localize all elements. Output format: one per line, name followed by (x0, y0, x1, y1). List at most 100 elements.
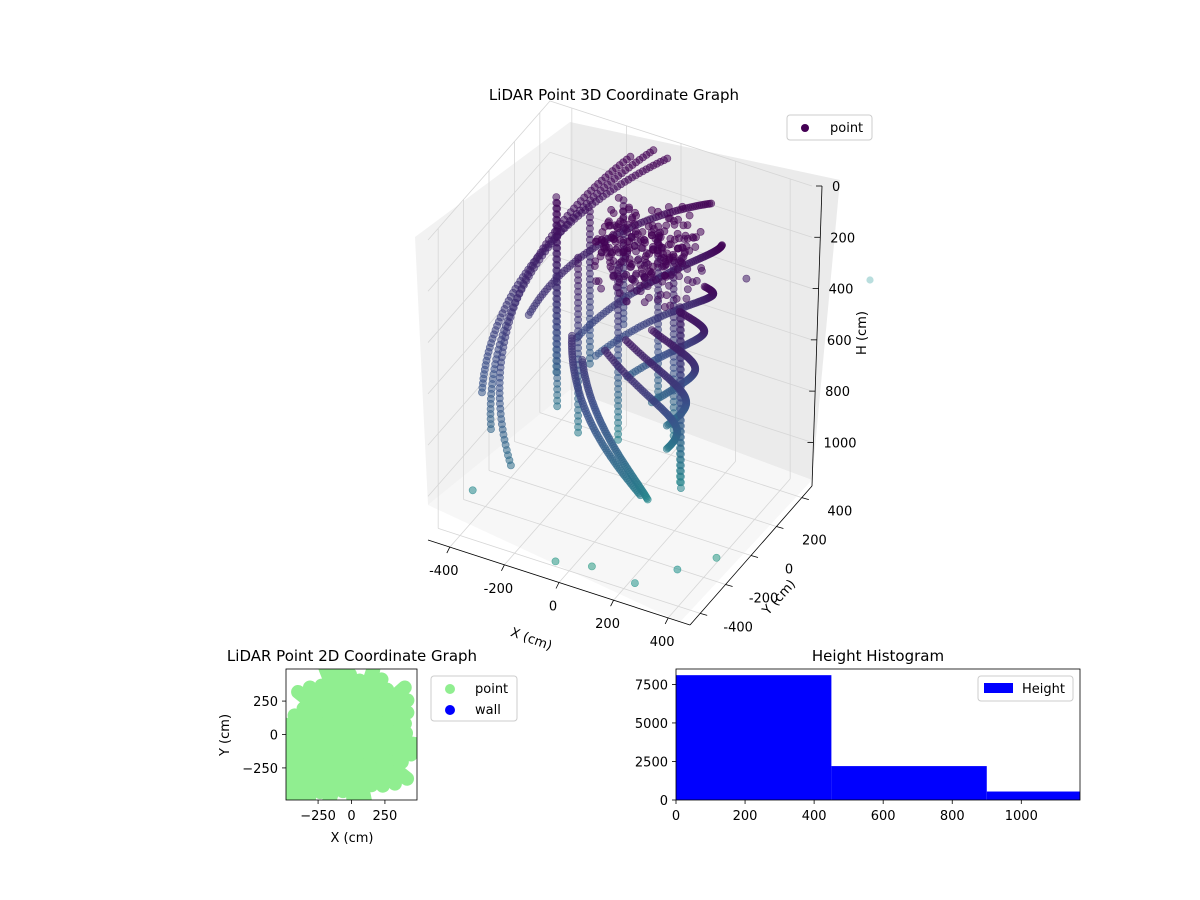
z-axis-label: H (cm) (855, 311, 870, 355)
data-point (617, 257, 626, 266)
hist-y-tick-label: 2500 (635, 755, 668, 770)
z-tick-label: 800 (825, 385, 850, 400)
histogram-bars (676, 675, 1080, 800)
x-tick (555, 582, 560, 589)
y-tick-label: -200 (749, 591, 779, 606)
x2d-tick-label: −250 (300, 809, 336, 824)
histogram-bar (986, 791, 1080, 800)
data-point (675, 272, 683, 281)
x-tick-label: 200 (595, 617, 620, 632)
data-point (666, 301, 674, 310)
legend-2d: point wall (430, 675, 518, 722)
data-point (665, 281, 673, 290)
data-point (707, 199, 716, 208)
data-point (600, 222, 609, 231)
plot-2d-title: LiDAR Point 2D Coordinate Graph (227, 647, 477, 665)
data-point (586, 207, 594, 216)
hist-y-tick-label: 5000 (635, 717, 668, 732)
x-axis-label: X (cm) (508, 625, 554, 654)
data-point (697, 264, 705, 272)
x-tick (501, 564, 505, 571)
data-point (672, 294, 681, 303)
points-2d (286, 669, 417, 800)
data-point (683, 285, 692, 294)
data-point (609, 209, 618, 217)
y-tick (750, 555, 759, 558)
data-point (657, 243, 666, 252)
data-point (626, 284, 635, 293)
data-point (679, 221, 688, 230)
legend-2d-label-wall: wall (475, 703, 501, 718)
hist-x-tick-label: 200 (733, 809, 758, 824)
data-point (632, 211, 640, 220)
scan-core (325, 708, 378, 761)
data-point (712, 553, 721, 562)
data-point (665, 253, 674, 262)
data-point (640, 236, 649, 245)
y-tick (801, 497, 809, 500)
plot-3d: LiDAR Point 3D Coordinate Graph -400 -200… (415, 86, 874, 654)
legend-3d-label: point (830, 121, 863, 136)
data-point (696, 227, 705, 236)
data-point-outlier (866, 276, 874, 284)
data-point (674, 265, 682, 274)
data-point (588, 562, 596, 571)
x-tick-label: -400 (429, 564, 459, 579)
y-tick-label: -400 (723, 620, 753, 635)
data-point (574, 253, 582, 262)
hist-x-tick-label: 600 (871, 809, 896, 824)
legend-histogram-box (977, 675, 1074, 702)
data-point (623, 237, 632, 246)
data-point (647, 206, 656, 215)
z-tick-label: 200 (830, 231, 855, 246)
legend-3d: point (786, 114, 873, 141)
plot-2d-xlabel: X (cm) (331, 831, 374, 846)
x-tick-label: 0 (549, 600, 557, 615)
data-point (682, 294, 691, 303)
legend-histogram-swatch (984, 683, 1013, 693)
hist-y-tick-label: 7500 (635, 678, 668, 693)
data-point (666, 240, 675, 249)
data-point (662, 221, 671, 230)
data-point (666, 214, 674, 223)
data-point (616, 217, 625, 226)
y-tick-label: 400 (827, 505, 852, 520)
grid-line-x (667, 478, 791, 619)
z-tick-label: 600 (827, 334, 852, 349)
y-tick (700, 613, 708, 616)
data-point (649, 146, 658, 155)
legend-2d-label-point: point (475, 682, 508, 697)
data-point (649, 242, 657, 251)
data-point (578, 355, 587, 364)
data-point (673, 565, 682, 574)
ticks-2d: −250 0 250 250 0 −250 (242, 695, 397, 824)
data-point (628, 275, 636, 283)
data-point (626, 152, 635, 161)
x-tick (610, 600, 614, 607)
grid-line-z (427, 151, 813, 292)
data-point (611, 237, 620, 246)
data-point (609, 271, 618, 280)
z-tick-label: 1000 (823, 436, 856, 451)
data-point (468, 486, 477, 495)
y2d-tick-label: −250 (242, 762, 278, 777)
plot-3d-title: LiDAR Point 3D Coordinate Graph (489, 86, 739, 104)
data-point (681, 231, 690, 240)
legend-3d-box (786, 114, 873, 141)
data-point (636, 281, 645, 290)
hist-y-tick-label: 0 (660, 794, 668, 809)
grid-line-x (613, 460, 736, 601)
data-point (597, 284, 605, 293)
data-point (553, 199, 562, 208)
data-point (742, 274, 751, 283)
data-point (625, 244, 634, 253)
data-point (654, 249, 662, 258)
grid-line-z (427, 203, 813, 343)
data-point (600, 244, 609, 253)
data-point (664, 203, 673, 211)
data-point (663, 154, 672, 163)
data-point (640, 272, 648, 281)
plot-2d-ylabel: Y (cm) (218, 714, 233, 757)
legend-histogram: Height (977, 675, 1074, 702)
